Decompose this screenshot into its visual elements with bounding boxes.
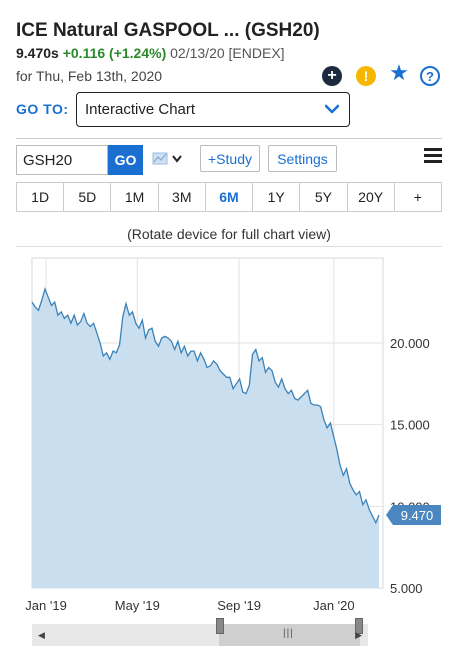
divider xyxy=(16,246,442,247)
range-6m[interactable]: 6M xyxy=(206,183,254,211)
range-5y[interactable]: 5Y xyxy=(300,183,348,211)
range-handle-right[interactable] xyxy=(355,618,363,634)
go-button[interactable]: GO xyxy=(108,145,143,175)
range-1y[interactable]: 1Y xyxy=(253,183,301,211)
goto-selected-value: Interactive Chart xyxy=(85,101,196,118)
chevron-down-icon xyxy=(172,155,182,163)
grip-icon: ||| xyxy=(283,628,294,639)
range-3m[interactable]: 3M xyxy=(159,183,206,211)
symbol-input[interactable]: GSH20 xyxy=(16,145,108,175)
last-price-tag xyxy=(386,504,441,525)
last-price: 9.470s xyxy=(16,45,59,61)
quote-meta: 02/13/20 [ENDEX] xyxy=(170,45,285,61)
scroll-right-icon[interactable]: ▶ xyxy=(355,630,362,640)
x-tick-label: May '19 xyxy=(115,598,160,613)
instrument-title: ICE Natural GASPOOL ... (GSH20) xyxy=(16,20,320,41)
quote-line: 9.470s +0.116 (+1.24%) 02/13/20 [ENDEX] xyxy=(16,45,285,61)
rotate-note: (Rotate device for full chart view) xyxy=(127,226,331,242)
scroll-left-icon[interactable]: ◀ xyxy=(38,630,45,640)
action-icons: + ! ★ ? xyxy=(322,60,442,88)
x-tick-label: Jan '19 xyxy=(25,598,67,613)
chevron-down-icon xyxy=(325,104,339,114)
range-custom[interactable]: + xyxy=(413,189,422,205)
price-change: +0.116 (+1.24%) xyxy=(62,45,167,61)
star-icon[interactable]: ★ xyxy=(389,60,409,85)
hamburger-menu-icon[interactable] xyxy=(424,148,442,163)
help-icon[interactable]: ? xyxy=(420,66,440,86)
y-tick-label: 5.000 xyxy=(390,581,423,596)
y-tick-label: 20.000 xyxy=(390,336,430,351)
range-1d[interactable]: 1D xyxy=(17,183,65,211)
price-area xyxy=(32,289,379,588)
range-5d[interactable]: 5D xyxy=(64,183,112,211)
range-selector: 1D 5D 1M 3M 6M 1Y 5Y 20Y + xyxy=(16,182,442,212)
goto-select[interactable]: Interactive Chart xyxy=(76,92,350,127)
divider xyxy=(16,138,442,139)
x-tick-label: Sep '19 xyxy=(217,598,261,613)
scroll-thumb[interactable]: ||| xyxy=(219,624,360,646)
chart-type-dropdown[interactable] xyxy=(152,151,186,167)
chart-scrollbar[interactable]: ◀ ||| ▶ xyxy=(32,618,368,646)
x-tick-label: Jan '20 xyxy=(313,598,355,613)
add-study-button[interactable]: +Study xyxy=(200,145,260,172)
alert-icon[interactable]: ! xyxy=(356,66,376,86)
range-20y[interactable]: 20Y xyxy=(348,183,395,211)
range-handle-left[interactable] xyxy=(216,618,224,634)
range-1m[interactable]: 1M xyxy=(111,183,159,211)
last-price-label: 9.470 xyxy=(401,508,434,523)
plus-circle-icon[interactable]: + xyxy=(322,66,342,86)
settings-button[interactable]: Settings xyxy=(268,145,337,172)
as-of-date: for Thu, Feb 13th, 2020 xyxy=(16,68,163,84)
y-tick-label: 15.000 xyxy=(390,418,430,433)
price-line xyxy=(31,286,380,525)
goto-label: GO TO: xyxy=(16,101,69,117)
